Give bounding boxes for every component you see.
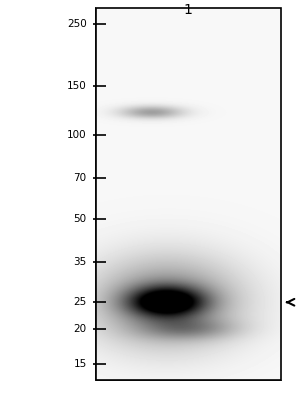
- Text: 20: 20: [74, 324, 87, 334]
- Text: 150: 150: [67, 81, 87, 91]
- Text: 100: 100: [67, 130, 87, 140]
- Text: 250: 250: [67, 19, 87, 29]
- Text: 25: 25: [74, 297, 87, 307]
- FancyBboxPatch shape: [96, 8, 281, 380]
- Text: 15: 15: [74, 359, 87, 369]
- Text: 50: 50: [74, 214, 87, 224]
- Text: 35: 35: [74, 257, 87, 267]
- Text: 70: 70: [74, 173, 87, 183]
- Text: 1: 1: [184, 3, 193, 17]
